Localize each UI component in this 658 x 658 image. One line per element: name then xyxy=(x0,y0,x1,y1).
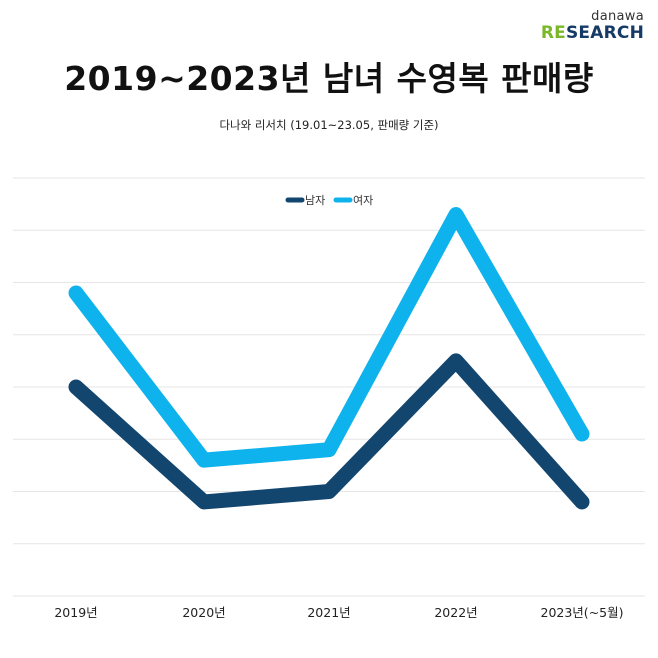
data-point xyxy=(455,214,457,216)
data-point xyxy=(75,386,77,388)
x-tick-label: 2022년 xyxy=(434,605,477,620)
chart-subtitle: 다나와 리서치 (19.01~23.05, 판매량 기준) xyxy=(219,118,439,132)
legend-label: 남자 xyxy=(305,194,325,207)
logo-wordmark-top: danawa xyxy=(591,9,644,24)
data-point xyxy=(328,449,330,451)
x-tick-label: 2021년 xyxy=(307,605,350,620)
data-point xyxy=(455,360,457,362)
x-tick-label: 2019년 xyxy=(54,605,97,620)
data-point xyxy=(581,433,583,435)
x-tick-label: 2020년 xyxy=(182,605,225,620)
chart-title: 2019~2023년 남녀 수영복 판매량 xyxy=(64,59,594,98)
data-point xyxy=(581,501,583,503)
data-point xyxy=(203,459,205,461)
data-point xyxy=(328,491,330,492)
danawa-research-logo: danawa RESEARCH xyxy=(540,9,644,43)
x-tick-label: 2023년(~5월) xyxy=(541,605,624,620)
logo-wordmark-bottom: RESEARCH xyxy=(540,23,644,43)
data-point xyxy=(75,292,77,294)
data-point xyxy=(203,501,205,503)
legend-label: 여자 xyxy=(353,194,373,207)
